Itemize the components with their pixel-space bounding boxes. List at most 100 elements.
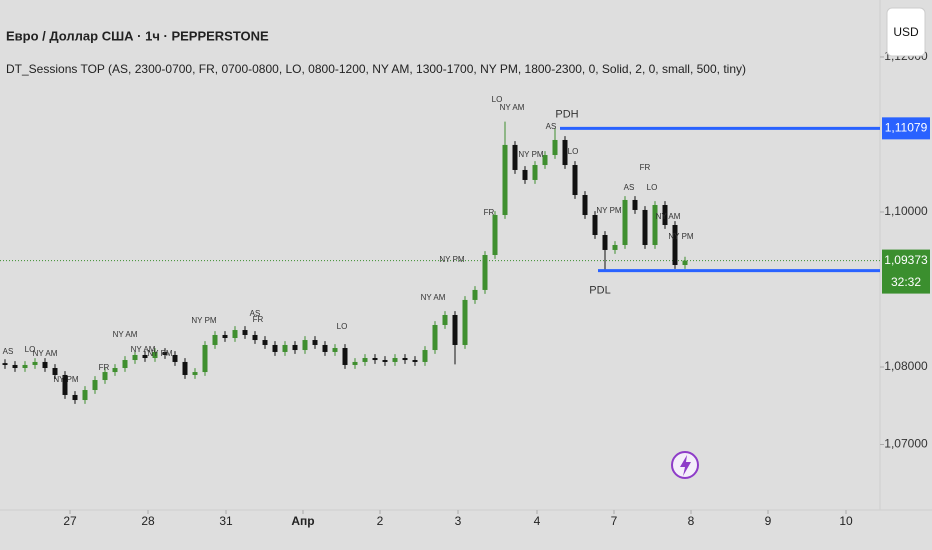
candle-body [172, 354, 178, 362]
candle-body [362, 358, 368, 362]
candle-body [552, 139, 558, 156]
level-name: PDL [589, 285, 610, 297]
x-tick-label: 31 [219, 514, 233, 528]
candle-body [392, 358, 398, 362]
y-tick-label: 1,08000 [884, 359, 928, 373]
candle-body [272, 344, 278, 352]
session-label: NY PM [191, 316, 217, 325]
x-tick-label: 28 [141, 514, 155, 528]
candle-body [242, 330, 248, 335]
session-label: NY AM [113, 330, 138, 339]
candle-body [492, 215, 498, 255]
last-price-box [882, 249, 930, 294]
x-tick-label: 2 [377, 514, 384, 528]
candle-body [542, 155, 548, 166]
session-label: AS [3, 347, 14, 356]
candle-body [182, 361, 188, 375]
candle-body [312, 340, 318, 345]
session-label: FR [99, 363, 110, 372]
candle-body [292, 344, 298, 351]
candle-body [252, 334, 258, 341]
session-label: AS [546, 122, 557, 131]
candle-body [522, 169, 528, 180]
session-label: FR [253, 315, 264, 324]
candle-body [642, 209, 648, 246]
candle-body [342, 348, 348, 365]
session-label: LO [25, 345, 36, 354]
session-label: NY PM [596, 206, 622, 215]
candle-body [532, 165, 538, 180]
candle-body [202, 344, 208, 373]
countdown: 32:32 [891, 275, 921, 289]
candle-body [82, 390, 88, 401]
session-label: AS [250, 309, 261, 318]
candle-body [2, 363, 8, 365]
candle-body [672, 225, 678, 265]
session-label: NY PM [518, 150, 544, 159]
candle-body [152, 351, 158, 359]
x-tick-label: 8 [688, 514, 695, 528]
y-tick-label: 1,07000 [884, 437, 928, 451]
session-label: NY PM [147, 349, 173, 358]
candle-body [222, 334, 228, 339]
x-tick-label: 4 [534, 514, 541, 528]
currency-button[interactable] [886, 7, 926, 57]
candle-body [122, 360, 128, 369]
candle-body [62, 374, 68, 395]
session-label: NY AM [500, 103, 525, 112]
candle-body [512, 144, 518, 170]
candle-body [162, 351, 168, 355]
alert-icon[interactable] [671, 451, 699, 479]
session-label: NY AM [656, 212, 681, 221]
session-label: NY AM [33, 349, 58, 358]
candle-body [302, 340, 308, 351]
session-label: NY PM [668, 232, 694, 241]
last-price-label: 1,09373 [884, 253, 928, 267]
candle-body [212, 334, 218, 345]
session-label: NY PM [439, 255, 465, 264]
candle-body [602, 235, 608, 250]
candle-body [322, 344, 328, 352]
candle-body [282, 344, 288, 352]
candle-body [592, 215, 598, 236]
session-label: LO [492, 95, 503, 104]
candle-body [662, 205, 668, 226]
candle-body [192, 372, 198, 375]
session-label: LO [337, 322, 348, 331]
candle-body [442, 314, 448, 325]
x-tick-label: 10 [839, 514, 853, 528]
price-label: 1,11079 [885, 121, 928, 135]
candle-body [562, 139, 568, 166]
candle-body [72, 394, 78, 401]
candle-body [22, 364, 28, 369]
x-tick-label: 7 [611, 514, 618, 528]
candle-body [632, 199, 638, 210]
session-label: FR [640, 163, 651, 172]
x-tick-label: 9 [765, 514, 772, 528]
candle-body [472, 289, 478, 300]
candle-body [352, 361, 358, 365]
candle-body [262, 340, 268, 345]
candle-body [452, 314, 458, 345]
candle-body [482, 255, 488, 290]
candle-body [502, 144, 508, 216]
session-label: LO [568, 147, 579, 156]
session-label: AS [624, 183, 635, 192]
candle-body [142, 354, 148, 359]
candle-body [52, 368, 58, 375]
candle-body [412, 360, 418, 362]
candle-body [462, 299, 468, 345]
x-tick-label: 27 [63, 514, 77, 528]
y-tick-label: 1,10000 [884, 204, 928, 218]
currency-label[interactable]: USD [893, 25, 919, 39]
session-label: NY PM [53, 375, 79, 384]
candle-body [622, 199, 628, 246]
candle-body [102, 372, 108, 381]
candle-body [12, 364, 18, 369]
candle-body [382, 360, 388, 362]
candle-body [92, 380, 98, 391]
session-label: NY AM [421, 293, 446, 302]
candle-body [652, 205, 658, 246]
